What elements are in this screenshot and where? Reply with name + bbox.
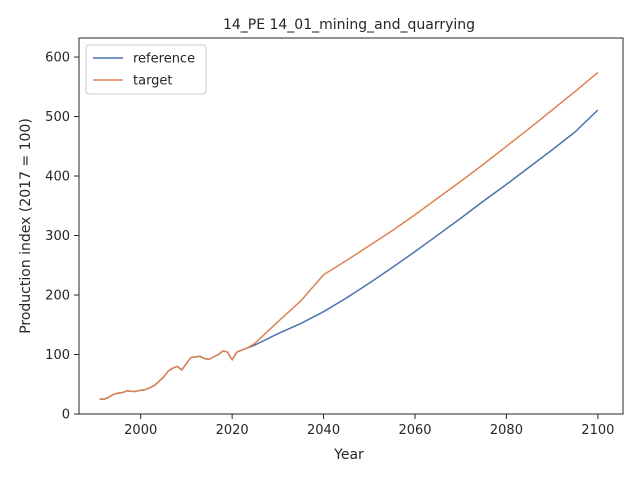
x-tick-label: 2020: [216, 423, 249, 438]
legend: reference target: [85, 44, 207, 95]
y-tick-label: 0: [62, 408, 70, 423]
x-tick-label: 2040: [307, 423, 340, 438]
x-axis-title: Year: [333, 447, 364, 463]
chart-title: 14_PE 14_01_mining_and_quarrying: [223, 17, 475, 33]
y-axis: 0 100 200 300 400 500 600: [45, 51, 79, 423]
y-tick-label: 500: [45, 110, 70, 125]
y-tick-label: 100: [45, 348, 70, 363]
legend-label-reference: reference: [133, 52, 195, 67]
y-tick-label: 200: [45, 289, 70, 304]
legend-label-target: target: [133, 74, 173, 89]
x-axis: 2000 2020 2040 2060 2080 2100: [124, 414, 614, 438]
y-tick-label: 300: [45, 229, 70, 244]
x-tick-label: 2080: [490, 423, 523, 438]
y-axis-title: Production index (2017 = 100): [18, 118, 34, 334]
y-tick-label: 600: [45, 51, 70, 66]
x-tick-label: 2000: [124, 423, 157, 438]
plot-lines: [99, 71, 599, 400]
series-line-target: [99, 71, 599, 400]
x-tick-label: 2100: [581, 423, 614, 438]
y-tick-label: 400: [45, 170, 70, 185]
plot-frame: [78, 37, 624, 415]
x-tick-label: 2060: [398, 423, 431, 438]
